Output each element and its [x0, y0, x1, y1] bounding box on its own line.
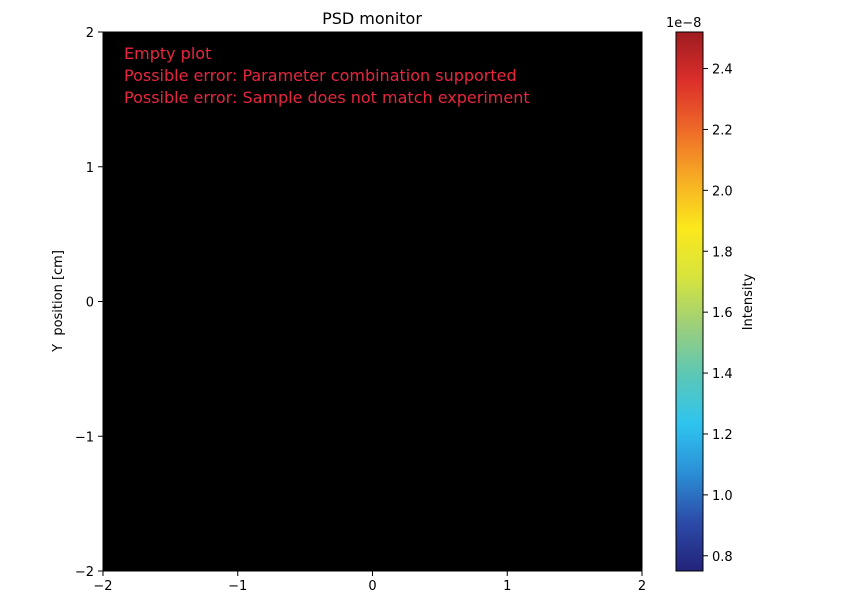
colorbar-tick-label: 2.0 — [712, 184, 733, 199]
annotation-error-parameter: Possible error: Parameter combination su… — [124, 66, 517, 85]
plot-area — [102, 31, 643, 572]
y-axis-label: Y position [cm] — [51, 250, 66, 353]
y-tick-label: −2 — [75, 565, 94, 580]
y-tick-label: 1 — [86, 161, 94, 176]
colorbar-tick-label: 2.2 — [712, 123, 733, 138]
y-tick-label: 0 — [86, 296, 94, 311]
colorbar-tick-label: 1.4 — [712, 367, 733, 382]
y-tick-label: 2 — [86, 26, 94, 41]
colorbar-tick-label: 1.8 — [712, 245, 733, 260]
x-axis: −2 −1 0 1 2 — [93, 571, 646, 594]
colorbar-tick-label: 1.2 — [712, 428, 733, 443]
colorbar-tick-label: 1.6 — [712, 306, 733, 321]
colorbar-tick-label: 0.8 — [712, 550, 733, 565]
y-axis: −2 −1 0 1 2 — [75, 26, 103, 580]
colorbar-offset-text: 1e−8 — [666, 16, 701, 31]
colorbar-tick-label: 1.0 — [712, 489, 733, 504]
colorbar — [675, 31, 704, 572]
x-tick-label: −2 — [93, 579, 112, 594]
annotation-empty-plot: Empty plot — [124, 44, 211, 63]
x-tick-label: 0 — [368, 579, 376, 594]
y-tick-label: −1 — [75, 430, 94, 445]
annotation-error-sample: Possible error: Sample does not match ex… — [124, 88, 530, 107]
colorbar-tick-label: 2.4 — [712, 63, 733, 78]
colorbar-label: Intensity — [741, 273, 756, 330]
colorbar-axis: 0.8 1.0 1.2 1.4 1.6 1.8 2.0 2.2 2.4 — [703, 63, 733, 565]
x-tick-label: 2 — [638, 579, 646, 594]
x-tick-label: −1 — [228, 579, 247, 594]
chart-title: PSD monitor — [322, 9, 422, 28]
x-tick-label: 1 — [503, 579, 511, 594]
